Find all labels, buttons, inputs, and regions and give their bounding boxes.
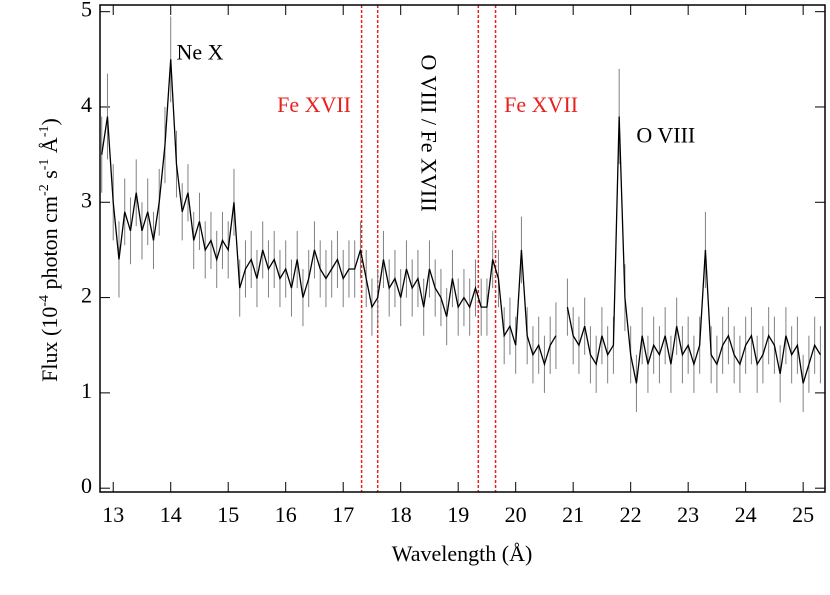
y-tick-label: 1	[81, 378, 92, 403]
annotation: O VIII	[636, 123, 695, 148]
y-axis-label-part: s	[37, 170, 62, 184]
x-tick-label: 14	[160, 502, 182, 527]
x-tick-label: 24	[735, 502, 757, 527]
x-tick-label: 13	[102, 502, 124, 527]
annotation: Ne X	[176, 40, 223, 65]
x-tick-label: 23	[677, 502, 699, 527]
y-tick-label: 2	[81, 283, 92, 308]
y-tick-label: 3	[81, 187, 92, 212]
y-tick-label: 5	[81, 0, 92, 22]
x-tick-label: 17	[332, 502, 354, 527]
x-tick-label: 25	[792, 502, 814, 527]
x-tick-label: 21	[562, 502, 584, 527]
y-axis-label-superscript: -4	[37, 295, 52, 307]
x-tick-label: 18	[390, 502, 412, 527]
x-axis-label: Wavelength (Å)	[392, 541, 533, 566]
x-tick-label: 22	[620, 502, 642, 527]
x-tick-label: 15	[217, 502, 239, 527]
y-axis-label-superscript: -2	[37, 184, 52, 196]
x-tick-label: 19	[447, 502, 469, 527]
y-axis-label: Flux (10-4 photon cm-2 s-1 Å-1)	[37, 118, 62, 382]
y-axis-label-part: Å	[37, 137, 62, 159]
x-tick-label: 20	[505, 502, 527, 527]
y-axis-label-part: )	[37, 118, 62, 125]
y-axis-label-superscript: -1	[37, 126, 52, 138]
plot-frame	[99, 4, 826, 493]
spectrum-line	[101, 59, 821, 384]
y-axis-label-part: photon cm	[37, 196, 62, 295]
y-tick-label: 4	[81, 92, 92, 117]
annotation: Fe XVII	[504, 92, 578, 117]
annotation: O VIII / Fe XVIII	[417, 55, 442, 212]
y-axis-label-superscript: -1	[37, 159, 52, 171]
y-tick-label: 0	[81, 473, 92, 498]
annotation: Fe XVII	[277, 92, 351, 117]
x-tick-label: 16	[275, 502, 297, 527]
y-axis-label-part: Flux (10	[37, 307, 62, 382]
